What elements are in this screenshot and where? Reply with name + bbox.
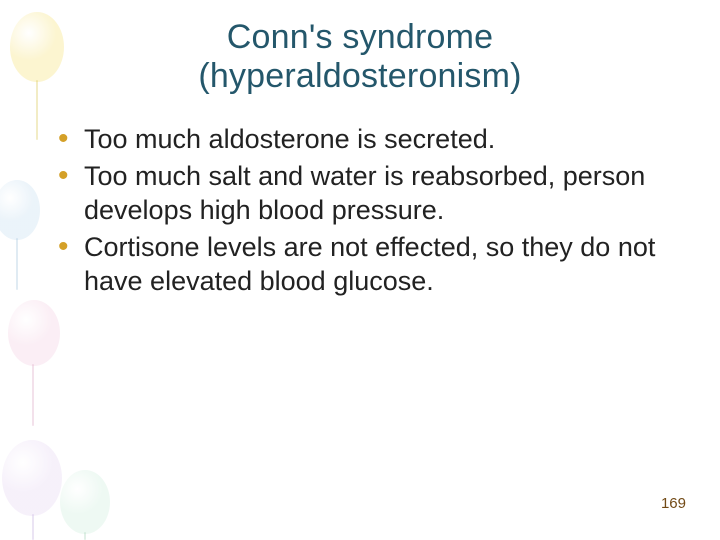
title-line-2: (hyperaldosteronism) [198,57,521,95]
title-line-1: Conn's syndrome [227,18,494,56]
bullet-item: Too much aldosterone is secreted. [58,122,670,157]
slide-title: Conn's syndrome (hyperaldosteronism) [40,18,680,96]
slide-content: Conn's syndrome (hyperaldosteronism) Too… [0,0,720,540]
bullet-text: Too much aldosterone is secreted. [84,124,495,154]
bullet-text: Cortisone levels are not effected, so th… [84,232,655,297]
bullet-text: Too much salt and water is reabsorbed, p… [84,161,645,226]
bullet-item: Too much salt and water is reabsorbed, p… [58,159,670,228]
bullet-list: Too much aldosterone is secreted. Too mu… [40,122,680,299]
bullet-item: Cortisone levels are not effected, so th… [58,230,670,299]
page-number: 169 [661,495,686,512]
